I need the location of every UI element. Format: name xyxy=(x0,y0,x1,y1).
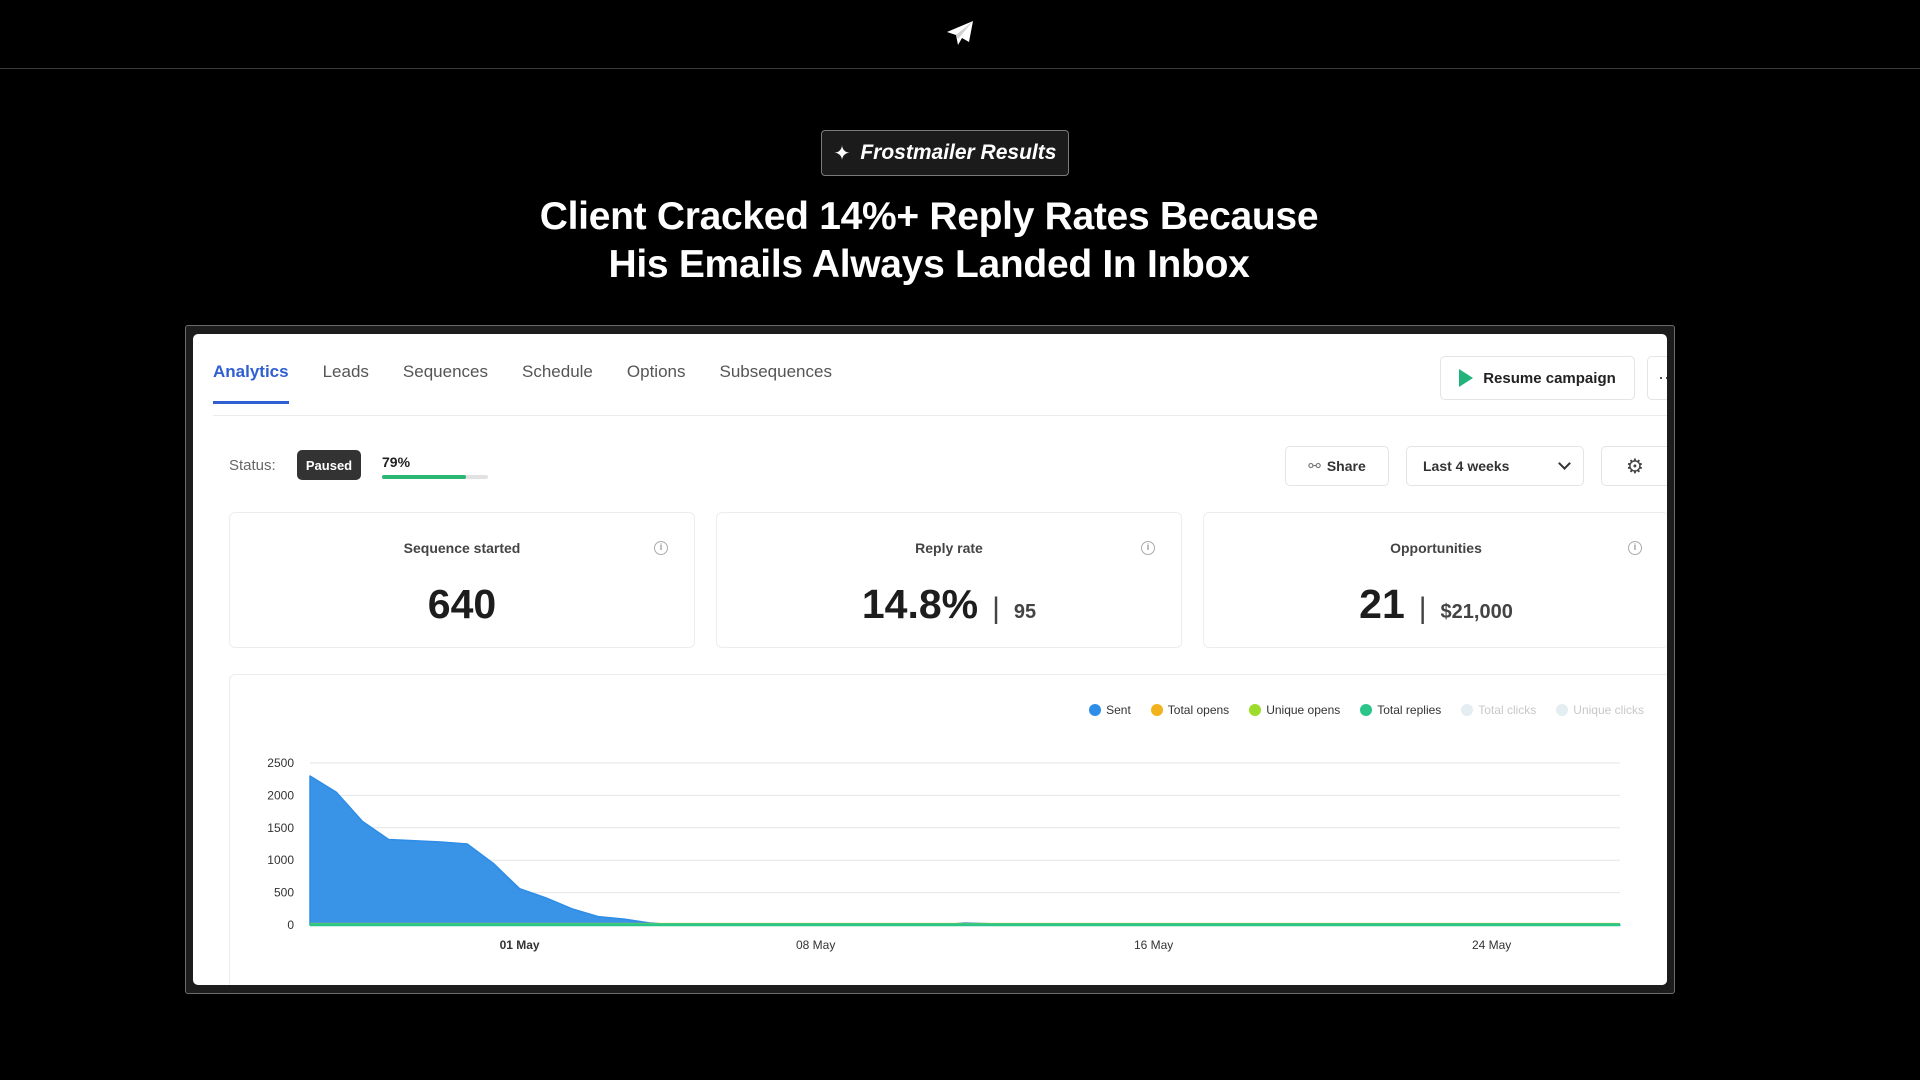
y-tick-label: 0 xyxy=(287,918,294,932)
results-badge: ✦ Frostmailer Results xyxy=(821,130,1069,176)
info-icon[interactable]: i xyxy=(1141,541,1155,555)
value-separator: | xyxy=(992,592,1000,625)
tab-divider xyxy=(213,415,1667,416)
y-tick-label: 1000 xyxy=(267,853,294,867)
card-subvalue: $21,000 xyxy=(1440,601,1513,623)
legend-label: Sent xyxy=(1106,703,1131,717)
date-range-value: Last 4 weeks xyxy=(1423,458,1510,474)
legend-dot xyxy=(1150,704,1163,716)
settings-button[interactable]: ⚙ xyxy=(1601,446,1667,486)
headline: Client Cracked 14%+ Reply Rates Because … xyxy=(0,193,1858,289)
status-label: Status: xyxy=(229,457,276,474)
legend-label: Unique clicks xyxy=(1573,703,1644,717)
legend-dot xyxy=(1089,704,1102,716)
opportunities-card: Opportunities i 21 | $21,000 xyxy=(1203,512,1667,648)
legend-item-total-replies[interactable]: Total replies xyxy=(1360,703,1441,717)
reply-rate-card: Reply rate i 14.8% | 95 xyxy=(716,512,1182,648)
legend-label: Unique opens xyxy=(1266,703,1341,717)
resume-label: Resume campaign xyxy=(1483,369,1616,387)
card-values: 640 xyxy=(230,581,694,628)
gear-icon: ⚙ xyxy=(1626,455,1644,478)
progress-percent: 79% xyxy=(382,454,411,470)
legend-item-unique-opens[interactable]: Unique opens xyxy=(1249,703,1340,717)
legend-item-total-opens[interactable]: Total opens xyxy=(1150,703,1230,717)
card-title: Opportunities xyxy=(1390,540,1482,556)
progress-bar xyxy=(382,475,488,479)
analytics-chart: Sent Total opens Unique opens Total replies… xyxy=(229,674,1667,985)
legend-label: Total opens xyxy=(1167,703,1230,717)
sent-series-area xyxy=(309,775,1621,926)
y-tick-label: 500 xyxy=(274,886,294,900)
card-value: 14.8% xyxy=(861,581,979,627)
legend-dot xyxy=(1461,704,1474,716)
tab-bar: Analytics Leads Sequences Schedule Optio… xyxy=(213,362,866,404)
value-separator: | xyxy=(1418,592,1427,625)
x-tick-label: 24 May xyxy=(1472,938,1511,952)
headline-line-2: His Emails Always Landed In Inbox xyxy=(608,243,1250,286)
more-options-button[interactable]: ·· xyxy=(1647,356,1667,400)
card-value: 21 xyxy=(1359,581,1405,627)
card-values: 14.8% | 95 xyxy=(717,581,1181,628)
legend-item-total-clicks[interactable]: Total clicks xyxy=(1461,703,1536,717)
card-values: 21 | $21,000 xyxy=(1204,581,1667,628)
x-tick-label: 16 May xyxy=(1134,938,1173,952)
headline-line-1: Client Cracked 14%+ Reply Rates Because xyxy=(539,195,1319,238)
card-subvalue: 95 xyxy=(1013,601,1037,623)
legend-dot xyxy=(1556,704,1569,716)
sequence-started-card: Sequence started i 640 xyxy=(229,512,695,648)
y-tick-label: 2000 xyxy=(267,788,294,802)
x-tick-label: 01 May xyxy=(500,938,540,952)
tab-subsequences[interactable]: Subsequences xyxy=(719,362,832,381)
chart-legend: Sent Total opens Unique opens Total replies… xyxy=(1089,703,1644,717)
play-icon xyxy=(1459,369,1474,387)
legend-label: Total clicks xyxy=(1478,703,1537,717)
chart-canvas: 0 500 1000 1500 2000 2500 01 May 08 May 16 May 24… xyxy=(267,756,1621,952)
info-icon[interactable]: i xyxy=(654,541,668,555)
card-value: 640 xyxy=(427,581,497,627)
analytics-screen: Analytics Leads Sequences Schedule Optio… xyxy=(193,334,1667,985)
date-range-select[interactable]: Last 4 weeks xyxy=(1406,446,1584,486)
badge-label: Frostmailer Results xyxy=(860,141,1057,164)
share-icon: ⚯ xyxy=(1308,458,1321,475)
top-bar xyxy=(0,0,1920,69)
x-tick-label: 08 May xyxy=(796,938,835,952)
tab-sequences[interactable]: Sequences xyxy=(402,362,488,381)
y-tick-label: 1500 xyxy=(267,821,294,835)
chevron-down-icon xyxy=(1558,457,1571,470)
card-title: Reply rate xyxy=(915,540,983,556)
share-button[interactable]: ⚯ Share xyxy=(1285,446,1389,486)
paper-plane-icon[interactable] xyxy=(944,18,976,50)
legend-item-sent[interactable]: Sent xyxy=(1089,703,1131,717)
legend-item-unique-clicks[interactable]: Unique clicks xyxy=(1556,703,1644,717)
legend-label: Total replies xyxy=(1377,703,1442,717)
tab-schedule[interactable]: Schedule xyxy=(522,362,593,381)
y-tick-label: 2500 xyxy=(267,756,294,770)
info-icon[interactable]: i xyxy=(1628,541,1642,555)
progress-fill xyxy=(382,475,466,479)
tab-leads[interactable]: Leads xyxy=(322,362,369,381)
tab-options[interactable]: Options xyxy=(626,362,686,381)
status-badge: Paused xyxy=(297,450,361,480)
tab-analytics[interactable]: Analytics xyxy=(213,362,289,404)
legend-dot xyxy=(1360,704,1373,716)
sparkle-icon: ✦ xyxy=(833,142,851,165)
resume-campaign-button[interactable]: Resume campaign xyxy=(1440,356,1635,400)
legend-dot xyxy=(1249,704,1262,716)
card-title: Sequence started xyxy=(403,540,521,556)
share-label: Share xyxy=(1326,458,1366,474)
